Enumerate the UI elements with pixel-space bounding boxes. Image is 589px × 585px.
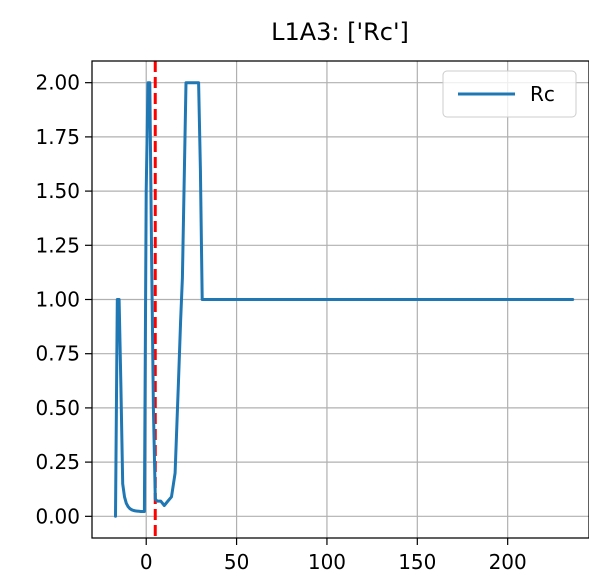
y-tick-label: 0.50: [35, 396, 80, 420]
series-line-rc: [114, 81, 575, 518]
x-tick-label: 0: [140, 550, 153, 574]
series-layer: [114, 81, 575, 518]
legend: Rc: [442, 70, 577, 118]
y-tick-label: 1.50: [35, 179, 80, 203]
y-tick-label: 0.25: [35, 450, 80, 474]
y-tick-label: 2.00: [35, 71, 80, 95]
chart-title: L1A3: ['Rc']: [271, 18, 409, 46]
legend-label-rc: Rc: [530, 82, 555, 106]
y-tick-label: 1.75: [35, 125, 80, 149]
x-tick-label: 100: [308, 550, 346, 574]
plot-frame: [91, 60, 589, 539]
x-axis: 0 50 100 150 200: [140, 538, 527, 574]
x-tick-label: 200: [489, 550, 527, 574]
y-axis: 0.00 0.25 0.50 0.75 1.00 1.25 1.50 1.75 2.00: [35, 71, 92, 528]
x-tick-label: 50: [224, 550, 249, 574]
y-tick-label: 0.00: [35, 504, 80, 528]
y-tick-label: 1.00: [35, 288, 80, 312]
y-tick-label: 1.25: [35, 233, 80, 257]
y-tick-label: 0.75: [35, 342, 80, 366]
x-tick-label: 150: [398, 550, 436, 574]
